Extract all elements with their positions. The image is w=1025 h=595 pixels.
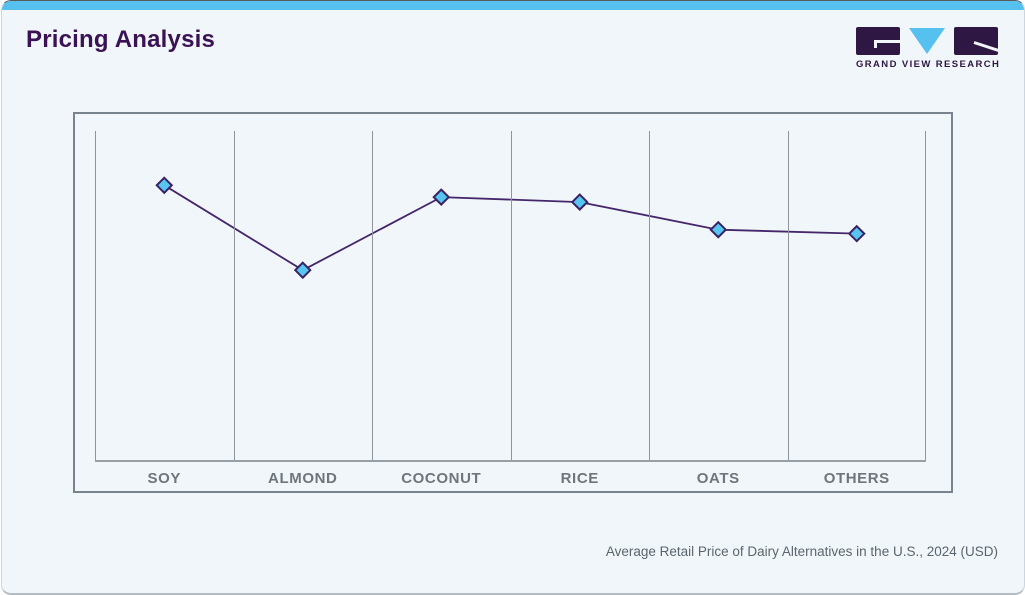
data-point-oats [709, 220, 728, 239]
category-label: COCONUT [401, 470, 482, 487]
logo-v-icon [909, 27, 945, 54]
category-label: SOY [147, 470, 181, 487]
logo-icons [856, 26, 998, 55]
gridline [511, 131, 512, 460]
data-point-coconut [432, 188, 451, 207]
category-label: RICE [560, 470, 599, 487]
accent-topbar [2, 1, 1024, 10]
price-line-chart [155, 176, 866, 280]
logo-wordmark: GRAND VIEW RESEARCH [856, 59, 1001, 70]
chart-panel: SOY ALMOND COCONUT RICE OATS OTHERS [73, 112, 953, 493]
category-label: OTHERS [823, 470, 890, 487]
gridline [649, 131, 650, 460]
category-label: OATS [696, 470, 740, 487]
gridline [234, 131, 235, 460]
gridline [925, 131, 926, 460]
data-point-others [847, 224, 866, 243]
logo-g-icon [856, 26, 900, 55]
data-point-soy [155, 176, 174, 195]
gridline [95, 131, 96, 460]
category-label: ALMOND [268, 470, 338, 487]
gridline [788, 131, 789, 460]
data-point-almond [293, 261, 312, 280]
price-line [163, 184, 857, 272]
chart-caption: Average Retail Price of Dairy Alternativ… [605, 544, 998, 559]
grand-view-research-logo: GRAND VIEW RESEARCH [856, 26, 1001, 70]
gridline [372, 131, 373, 460]
plot-area [95, 131, 926, 462]
x-axis-labels: SOY ALMOND COCONUT RICE OATS OTHERS [95, 470, 926, 490]
data-point-rice [570, 193, 589, 211]
logo-r-icon [954, 26, 998, 55]
page-title: Pricing Analysis [26, 26, 216, 53]
